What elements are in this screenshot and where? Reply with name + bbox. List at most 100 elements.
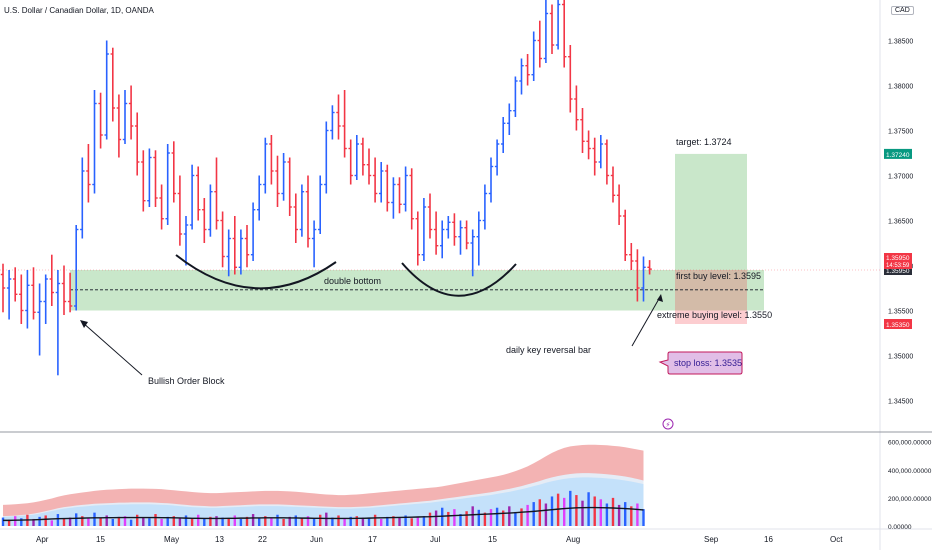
volume-tick: 200,000.00000: [888, 496, 932, 503]
volume-bar: [428, 512, 432, 526]
volume-bar: [617, 504, 621, 526]
volume-bar: [20, 518, 23, 526]
volume-bar: [288, 516, 291, 526]
price-label: 1.37240: [886, 152, 910, 159]
volume-bar: [471, 506, 474, 526]
volume-tick: 400,000.00000: [888, 468, 932, 475]
volume-bar: [270, 518, 273, 526]
volume-bar: [264, 516, 267, 526]
first-buy-label: first buy level: 1.3595: [676, 271, 761, 281]
volume-bar: [44, 515, 47, 526]
volume-bar: [642, 509, 645, 526]
price-label-bg: [884, 319, 912, 329]
price-tick: 1.35500: [888, 309, 913, 316]
time-tick: 15: [96, 535, 105, 544]
volume-bar: [483, 512, 487, 526]
time-tick: 17: [368, 535, 377, 544]
time-tick: 15: [488, 535, 497, 544]
volume-ma-line: [3, 506, 644, 522]
volume-bar: [148, 518, 151, 526]
price-label: 1.35950: [886, 268, 910, 275]
price-tick: 1.37000: [888, 174, 913, 181]
volume-bar: [367, 518, 371, 526]
extreme-buying-label: extreme buying level: 1.3550: [657, 310, 772, 320]
volume-bar: [50, 520, 53, 526]
volume-bar: [453, 509, 456, 526]
time-tick: Jun: [310, 535, 323, 544]
price-label-bg: [884, 265, 912, 275]
volume-bar: [599, 499, 602, 526]
price-tick: 1.36500: [888, 219, 913, 226]
volume-bar: [312, 518, 316, 526]
reversal-bar-label: daily key reversal bar: [506, 345, 591, 355]
volume-bar: [392, 516, 395, 526]
volume-bar: [337, 515, 340, 526]
volume-bar: [300, 517, 304, 526]
volume-bar: [154, 514, 157, 526]
target-zone: [675, 153, 747, 270]
volume-bar: [502, 510, 505, 526]
volume-bar: [550, 496, 554, 526]
volume-bar: [422, 516, 426, 526]
volume-bar: [477, 509, 480, 526]
volume-bar: [459, 514, 462, 526]
time-tick: May: [164, 535, 179, 544]
volume-bar: [32, 518, 35, 526]
volume-bar: [38, 516, 41, 526]
double-bottom-arc-left: [175, 254, 337, 290]
double-bottom-arc-right: [401, 262, 517, 297]
volume-bar: [508, 506, 511, 526]
volume-bar: [563, 497, 566, 526]
price-tick: 1.38000: [888, 84, 913, 91]
volume-bar: [520, 508, 523, 526]
price-tick: 1.38500: [888, 39, 913, 46]
volume-bar: [434, 510, 438, 526]
volume-bar: [380, 518, 383, 526]
bullish-order-block-label: Bullish Order Block: [148, 376, 225, 386]
volume-bar: [282, 518, 285, 526]
volume-bar: [190, 518, 194, 526]
volume-bar: [630, 506, 633, 526]
volume-bar: [276, 514, 279, 526]
lightning-icon: ⚡: [666, 421, 671, 429]
bullish-order-block-zone: [70, 270, 764, 311]
event-marker-icon: [662, 418, 674, 430]
price-label-bg: [884, 148, 912, 159]
volume-bar: [111, 518, 114, 526]
volume-bar: [575, 495, 578, 526]
volume-bar: [221, 517, 224, 526]
volume-bar: [233, 515, 236, 526]
volume-bar: [294, 515, 297, 526]
volume-bar: [203, 518, 206, 526]
time-tick: Jul: [430, 535, 440, 544]
volume-bar: [325, 512, 328, 526]
volume-bar: [105, 515, 108, 526]
price-tick: 1.37500: [888, 129, 913, 136]
volume-bar: [251, 514, 255, 526]
price-tick: 1.35000: [888, 354, 913, 361]
volume-bar: [136, 514, 139, 526]
volume-bar: [239, 518, 243, 526]
volume-bar: [7, 519, 11, 526]
time-tick: Aug: [566, 535, 580, 544]
volume-bar: [465, 511, 468, 526]
current-price-badge: [884, 253, 912, 269]
volume-tick: 600,000.00000: [888, 440, 932, 447]
volume-bar: [93, 512, 96, 526]
reversal-bar-arrow: [631, 296, 661, 347]
volume-bar: [514, 511, 517, 526]
volume-bar: [56, 514, 60, 526]
volume-bar: [361, 517, 365, 526]
volume-bar: [489, 509, 493, 526]
time-tick: Sep: [704, 535, 719, 544]
volume-bar: [87, 518, 90, 526]
currency-button[interactable]: CAD: [891, 6, 914, 15]
volume-bar: [404, 515, 407, 526]
price-tick: 1.34500: [888, 399, 913, 406]
volume-bar: [209, 516, 212, 526]
volume-bar: [544, 503, 548, 526]
volume-bar: [1, 517, 5, 526]
stop-loss-callout: [658, 351, 743, 375]
volume-bar: [447, 511, 450, 526]
